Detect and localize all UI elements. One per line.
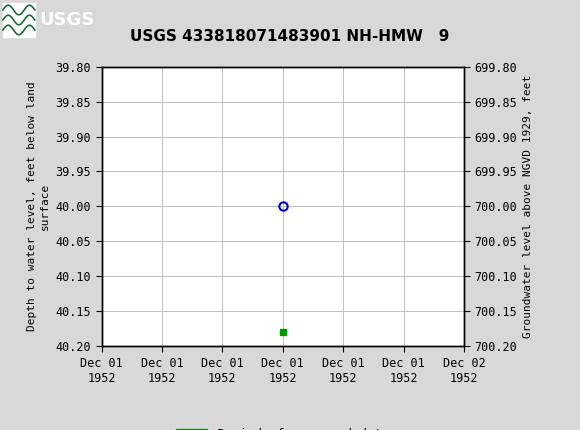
Text: USGS: USGS [39, 11, 95, 29]
Legend: Period of approved data: Period of approved data [171, 423, 394, 430]
Y-axis label: Depth to water level, feet below land
surface: Depth to water level, feet below land su… [27, 82, 50, 331]
Y-axis label: Groundwater level above NGVD 1929, feet: Groundwater level above NGVD 1929, feet [523, 75, 532, 338]
Text: USGS 433818071483901 NH-HMW   9: USGS 433818071483901 NH-HMW 9 [130, 29, 450, 44]
Bar [3, 3, 35, 37]
